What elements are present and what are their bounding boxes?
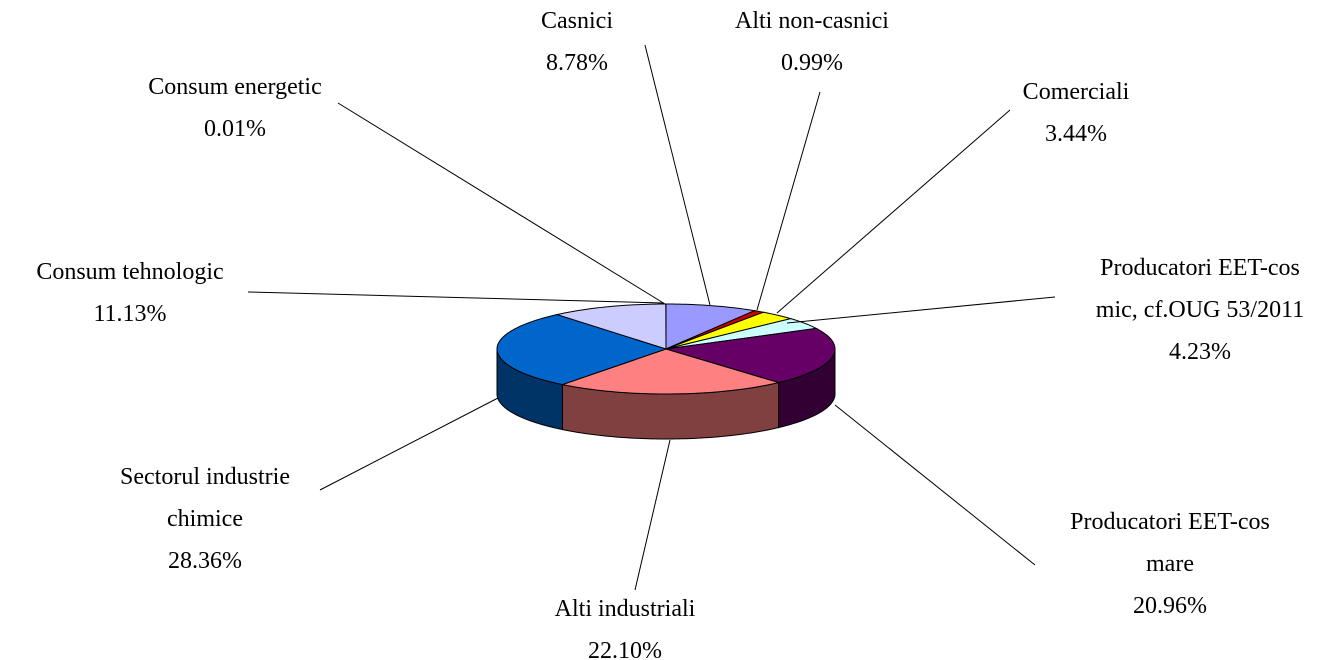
slice <box>555 303 667 350</box>
slice-label: Producatori EET-cos mare 20.96% <box>1070 501 1270 627</box>
slice-label: Alti non-casnici 0.99% <box>735 0 889 84</box>
value-label: 0.99% <box>781 50 843 76</box>
leader-line <box>644 44 711 306</box>
leader-line <box>756 91 821 311</box>
slice <box>665 311 793 350</box>
value-label: 4.23% <box>1169 339 1231 365</box>
slice-label: Consum energetic 0.01% <box>148 66 322 150</box>
value-label: 22.10% <box>587 638 662 660</box>
value-label: 20.96% <box>1132 593 1207 619</box>
category-label: Producatori EET-cos mic, cf.OUG 53/2011 <box>1095 255 1305 323</box>
leader-line <box>776 109 1011 314</box>
value-label: 28.36% <box>168 548 242 574</box>
category-label: Alti industriali <box>554 596 696 622</box>
slice-label: Producatori EET-cos mic, cf.OUG 53/2011 4… <box>1096 247 1304 373</box>
value-label: 8.78% <box>546 50 608 76</box>
slice-label: Sectorul industrie chimice 28.36% <box>120 456 290 582</box>
category-label: Producatori EET-cos mare <box>1070 509 1270 577</box>
leader-line <box>834 404 1036 566</box>
leader-line <box>786 296 1056 324</box>
category-label: Consum tehnologic <box>36 259 224 285</box>
slice <box>665 303 757 350</box>
value-label: 0.01% <box>204 116 266 142</box>
slice-label: Alti industriali 22.10% <box>555 588 696 660</box>
slice <box>496 314 668 386</box>
category-label: Sectorul industrie chimice <box>120 464 290 532</box>
slice <box>560 348 781 395</box>
category-label: Consum energetic <box>148 74 322 100</box>
leader-line <box>634 439 671 591</box>
category-label: Comerciali <box>1022 79 1130 105</box>
value-label: 3.44% <box>1044 121 1107 147</box>
value-label: 11.13% <box>93 301 167 327</box>
slice-label: Consum tehnologic 11.13% <box>36 251 223 335</box>
leader-line <box>247 291 665 304</box>
slice-label: Comerciali 3.44% <box>1023 71 1130 155</box>
category-label: Casnici <box>541 8 613 34</box>
slice <box>665 327 836 384</box>
slice <box>665 318 818 350</box>
category-label: Alti non-casnici <box>735 8 889 34</box>
leader-line <box>337 102 666 305</box>
slice-label: Casnici 8.78% <box>541 0 613 84</box>
leader-line <box>319 397 499 491</box>
